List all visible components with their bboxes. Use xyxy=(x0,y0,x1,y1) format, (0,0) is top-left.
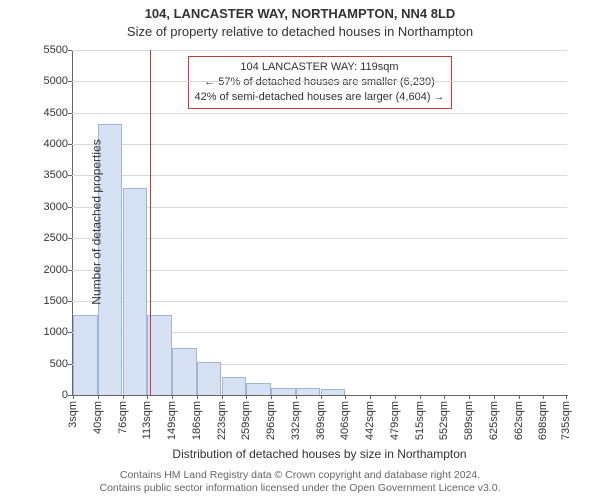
x-tick-label: 698sqm xyxy=(537,401,549,440)
histogram-bar xyxy=(222,377,246,395)
x-tick-label: 625sqm xyxy=(488,401,500,440)
x-tick-label: 406sqm xyxy=(339,401,351,440)
x-tick-mark xyxy=(73,395,74,399)
x-tick-mark xyxy=(469,395,470,399)
x-tick-label: 149sqm xyxy=(166,401,178,440)
y-tick-mark xyxy=(68,301,72,302)
y-tick-mark xyxy=(68,175,72,176)
x-tick-label: 186sqm xyxy=(191,401,203,440)
x-tick-mark xyxy=(246,395,247,399)
reference-line xyxy=(150,50,151,395)
y-tick-label: 5500 xyxy=(44,44,68,56)
y-tick-label: 1500 xyxy=(44,295,68,307)
x-tick-mark xyxy=(444,395,445,399)
x-tick-mark xyxy=(370,395,371,399)
footer-line: Contains public sector information licen… xyxy=(0,482,600,496)
x-tick-label: 113sqm xyxy=(141,401,153,439)
footer-attribution: Contains HM Land Registry data © Crown c… xyxy=(0,469,600,496)
histogram-bar xyxy=(123,188,147,395)
chart-title: 104, LANCASTER WAY, NORTHAMPTON, NN4 8LD xyxy=(0,6,600,21)
y-tick-label: 4500 xyxy=(44,107,68,119)
x-tick-mark xyxy=(296,395,297,399)
x-tick-label: 479sqm xyxy=(389,401,401,440)
x-tick-mark xyxy=(321,395,322,399)
x-tick-label: 369sqm xyxy=(315,401,327,440)
y-tick-label: 1000 xyxy=(44,326,68,338)
x-tick-label: 552sqm xyxy=(438,401,450,440)
gridline xyxy=(72,144,567,145)
y-tick-mark xyxy=(68,395,72,396)
x-tick-mark xyxy=(420,395,421,399)
x-tick-mark xyxy=(543,395,544,399)
histogram-bar xyxy=(296,388,320,395)
y-tick-mark xyxy=(68,50,72,51)
x-tick-label: 3sqm xyxy=(67,401,79,428)
gridline xyxy=(72,50,567,51)
x-tick-label: 589sqm xyxy=(463,401,475,440)
y-tick-label: 3000 xyxy=(44,201,68,213)
y-tick-mark xyxy=(68,207,72,208)
x-tick-mark xyxy=(566,395,567,399)
y-tick-label: 3500 xyxy=(44,169,68,181)
x-axis-label: Distribution of detached houses by size … xyxy=(72,447,567,461)
y-tick-label: 4000 xyxy=(44,138,68,150)
y-axis-label: Number of detached properties xyxy=(90,139,104,304)
annotation-line: 42% of semi-detached houses are larger (… xyxy=(194,90,444,105)
histogram-bar xyxy=(73,315,97,395)
y-tick-mark xyxy=(68,332,72,333)
x-tick-label: 442sqm xyxy=(364,401,376,440)
y-tick-mark xyxy=(68,144,72,145)
x-tick-mark xyxy=(271,395,272,399)
x-tick-mark xyxy=(519,395,520,399)
x-tick-mark xyxy=(147,395,148,399)
x-tick-mark xyxy=(123,395,124,399)
x-tick-mark xyxy=(494,395,495,399)
x-tick-mark xyxy=(197,395,198,399)
x-tick-mark xyxy=(345,395,346,399)
footer-line: Contains HM Land Registry data © Crown c… xyxy=(0,469,600,483)
y-tick-label: 500 xyxy=(50,358,68,370)
y-tick-label: 2000 xyxy=(44,264,68,276)
y-tick-mark xyxy=(68,270,72,271)
x-tick-mark xyxy=(222,395,223,399)
x-tick-label: 296sqm xyxy=(265,401,277,440)
histogram-bar xyxy=(197,362,221,395)
x-tick-label: 332sqm xyxy=(290,401,302,440)
gridline xyxy=(72,175,567,176)
x-tick-label: 76sqm xyxy=(117,401,129,434)
annotation-line: 104 LANCASTER WAY: 119sqm xyxy=(194,60,444,75)
histogram-bar xyxy=(271,388,295,395)
gridline xyxy=(72,113,567,114)
y-tick-label: 2500 xyxy=(44,232,68,244)
gridline xyxy=(72,81,567,82)
chart-subtitle: Size of property relative to detached ho… xyxy=(0,24,600,39)
x-tick-mark xyxy=(98,395,99,399)
y-tick-mark xyxy=(68,238,72,239)
histogram-bar xyxy=(172,348,196,395)
plot-area: 104 LANCASTER WAY: 119sqm ← 57% of detac… xyxy=(72,50,567,395)
y-tick-mark xyxy=(68,364,72,365)
x-tick-label: 735sqm xyxy=(560,401,572,440)
x-tick-mark xyxy=(395,395,396,399)
x-tick-label: 40sqm xyxy=(92,401,104,434)
x-tick-label: 515sqm xyxy=(414,401,426,440)
y-tick-label: 5000 xyxy=(44,75,68,87)
y-tick-label: 0 xyxy=(62,389,68,401)
x-tick-mark xyxy=(172,395,173,399)
x-tick-label: 259sqm xyxy=(240,401,252,440)
y-tick-mark xyxy=(68,81,72,82)
histogram-bar xyxy=(321,389,345,395)
y-tick-mark xyxy=(68,113,72,114)
x-tick-label: 223sqm xyxy=(216,401,228,440)
histogram-bar xyxy=(246,383,270,395)
x-tick-label: 662sqm xyxy=(513,401,525,440)
